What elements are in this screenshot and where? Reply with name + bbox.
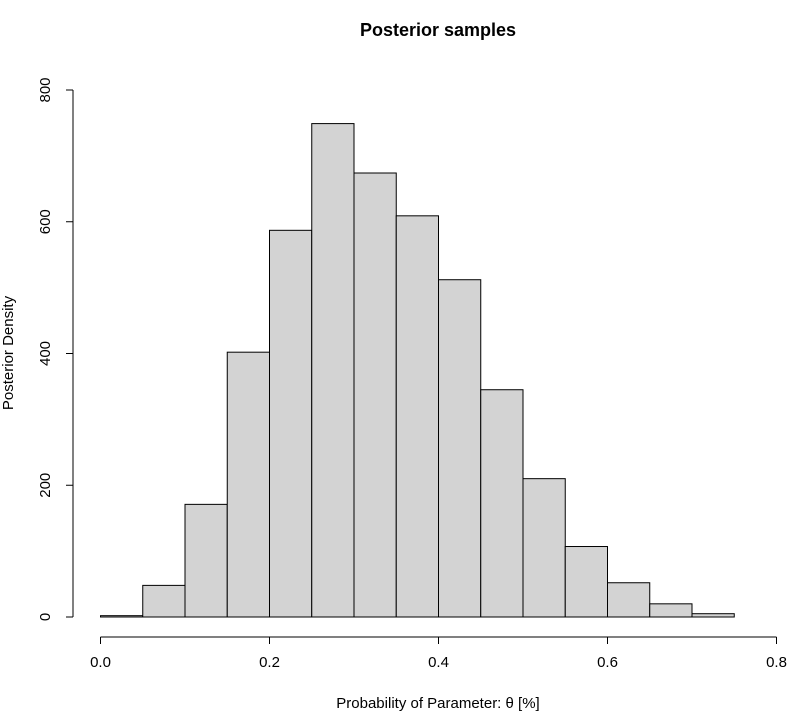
- histogram-bar-10: [522, 478, 566, 618]
- histogram-bar-7: [395, 215, 439, 618]
- histogram-bar-8: [438, 279, 482, 618]
- x-tick-label: 0.6: [597, 654, 618, 671]
- chart-title: Posterior samples: [360, 20, 516, 40]
- x-tick-label: 0.4: [428, 654, 449, 671]
- histogram-bar-4: [269, 229, 313, 618]
- histogram-bar-11: [564, 546, 608, 618]
- y-tick-label: 0: [37, 613, 54, 621]
- histogram-bar-1: [142, 584, 186, 618]
- y-tick-label: 800: [37, 77, 54, 102]
- histogram-bar-9: [480, 389, 524, 618]
- y-tick-label: 600: [37, 209, 54, 234]
- histogram-bar-2: [184, 503, 228, 618]
- y-tick-label: 200: [37, 473, 54, 498]
- histogram-bar-5: [311, 123, 355, 618]
- x-tick-label: 0.2: [259, 654, 280, 671]
- histogram-bar-0: [100, 615, 144, 618]
- bars-group: [100, 123, 735, 618]
- histogram-bar-6: [353, 172, 397, 618]
- histogram-bar-14: [691, 613, 735, 618]
- y-tick-label: 400: [37, 341, 54, 366]
- x-tick-label: 0.8: [766, 654, 787, 671]
- x-axis: 0.0 0.2 0.4 0.6 0.8: [90, 636, 787, 671]
- histogram-bar-3: [226, 351, 270, 618]
- y-axis-label: Posterior Density: [0, 295, 17, 410]
- x-tick-label: 0.0: [90, 654, 111, 671]
- x-axis-label: Probability of Parameter: θ [%]: [336, 695, 539, 712]
- histogram-bar-12: [607, 582, 651, 618]
- y-axis: 0 200 400 600 800: [37, 77, 74, 621]
- histogram-bar-13: [649, 603, 693, 618]
